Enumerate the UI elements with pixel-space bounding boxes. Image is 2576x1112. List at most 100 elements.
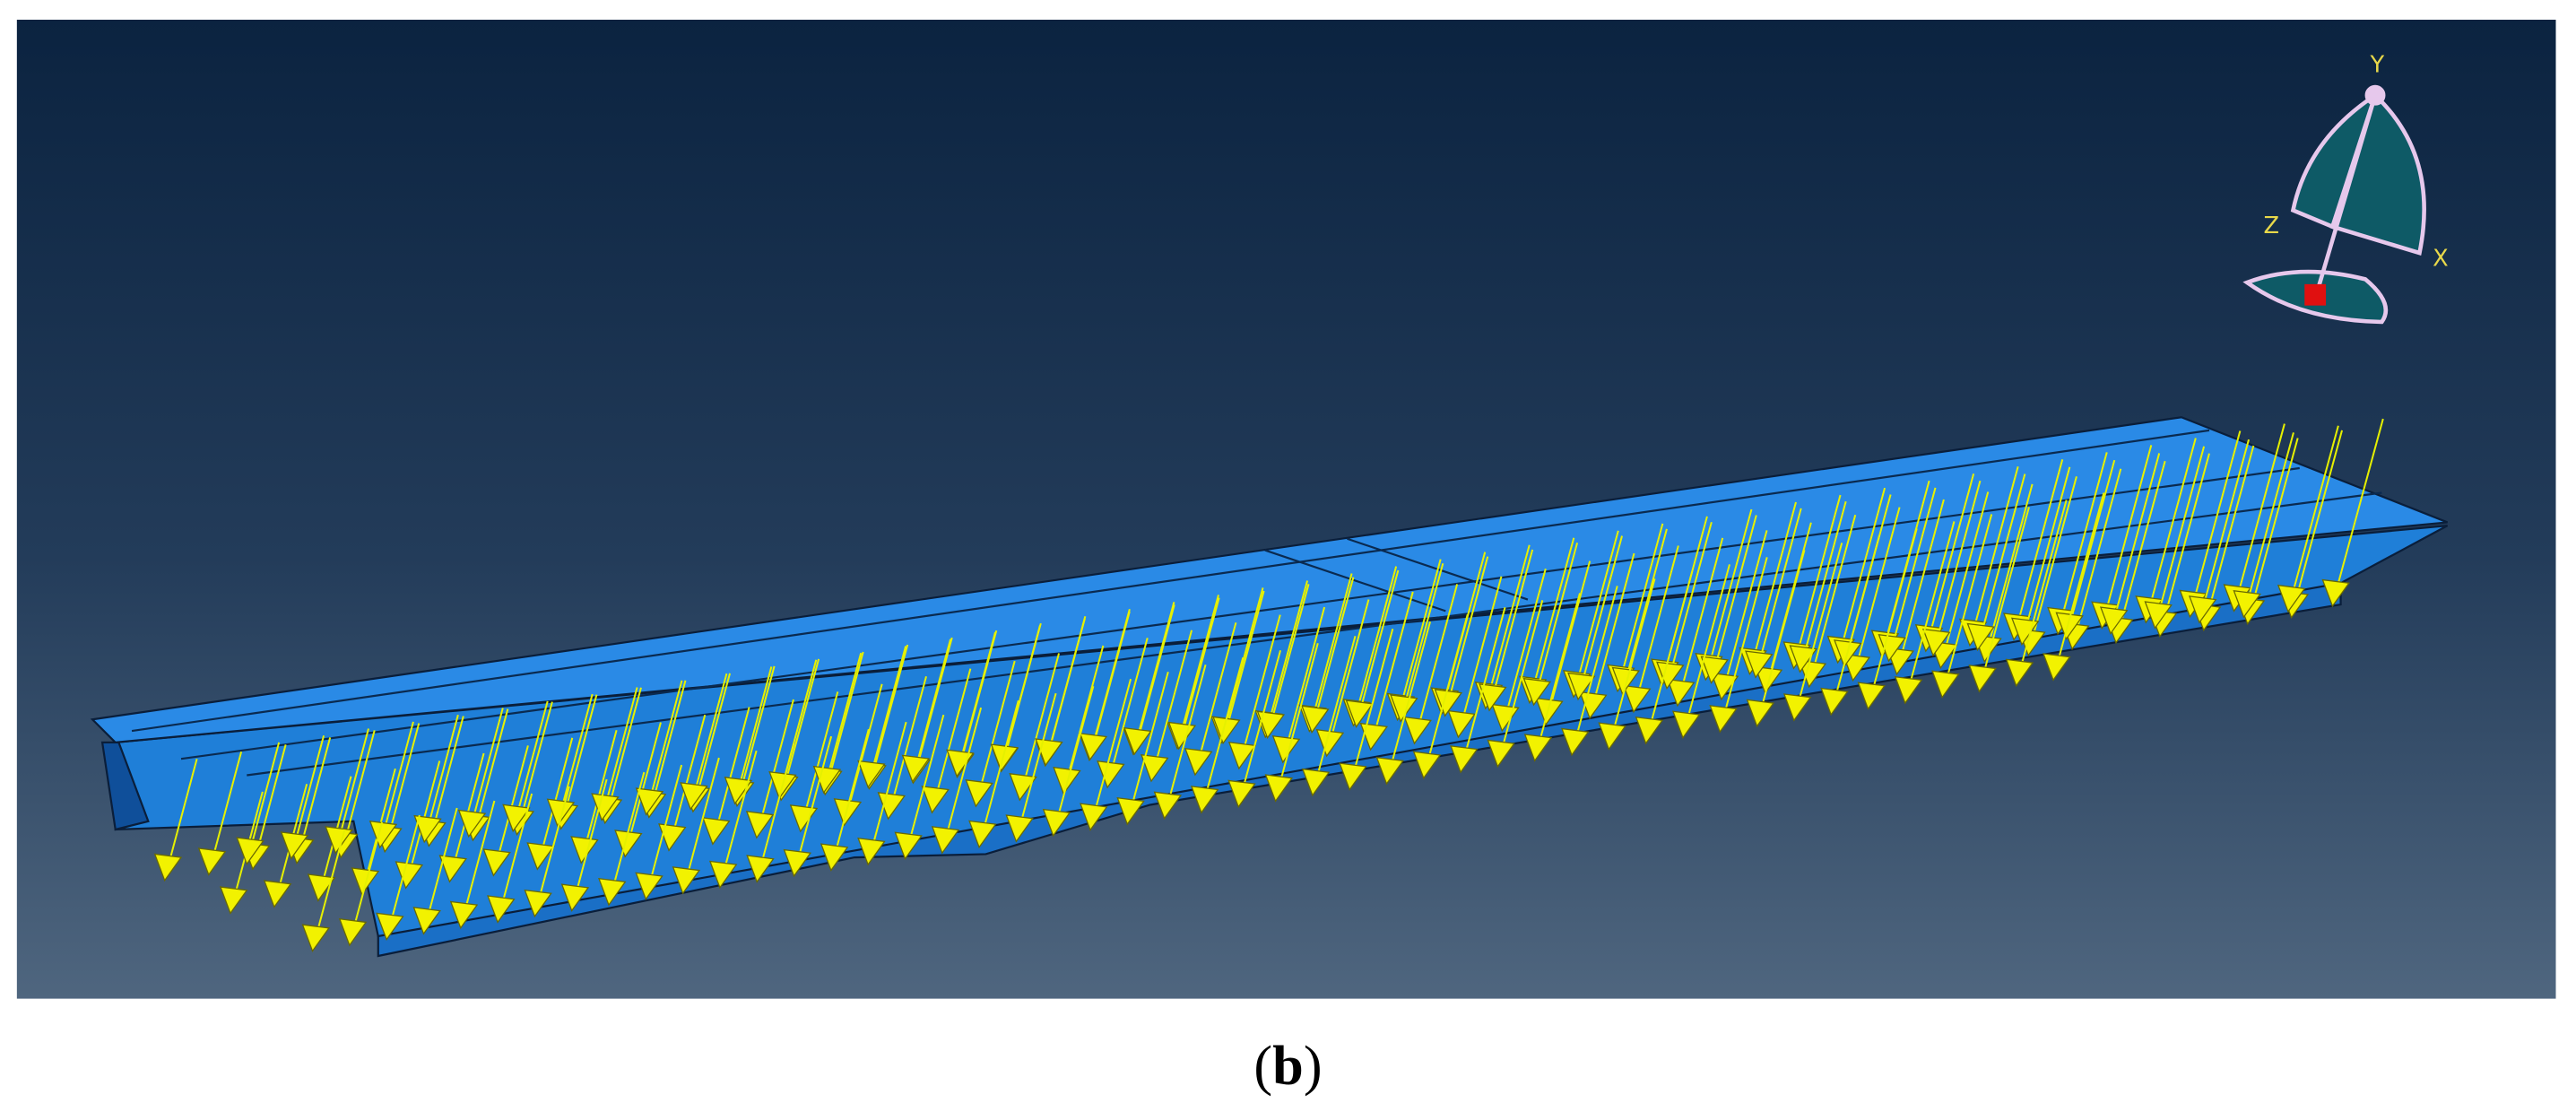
load-arrow-shaft — [1723, 557, 1768, 713]
load-arrow-head — [2277, 584, 2306, 613]
load-arrow-shaft — [1067, 645, 1105, 775]
load-arrow-shaft — [1725, 530, 1768, 681]
triad-plane — [2329, 91, 2426, 256]
load-arrow-head — [894, 831, 923, 860]
load-arrow-head — [351, 867, 380, 896]
load-arrow-shaft — [565, 694, 598, 810]
load-arrow-shaft — [1621, 523, 1664, 673]
load-arrow-head — [1116, 796, 1145, 826]
deck-rib — [180, 466, 2300, 760]
load-arrow-shaft — [561, 693, 594, 806]
load-arrow-shaft — [1315, 577, 1355, 713]
load-arrow-head — [1390, 694, 1418, 723]
load-arrow-shaft — [804, 691, 839, 812]
load-arrow-head — [153, 853, 183, 882]
load-arrow-shaft — [835, 728, 870, 851]
load-arrow-shaft — [760, 743, 795, 863]
load-arrow-head — [2144, 601, 2173, 630]
load-arrow-shaft — [1813, 514, 1857, 668]
load-arrow-shaft — [2292, 425, 2339, 593]
load-arrow-head — [1190, 786, 1219, 814]
load-arrow-shaft — [1575, 586, 1618, 736]
load-arrow-shaft — [501, 793, 533, 903]
load-arrow-shaft — [1533, 537, 1575, 683]
load-arrow-head — [1271, 734, 1301, 764]
load-arrow-shaft — [516, 700, 549, 812]
load-arrow-head — [783, 848, 811, 878]
load-arrow-head — [1141, 753, 1169, 783]
load-arrow-shaft — [2105, 445, 2153, 609]
load-arrow-head — [1123, 726, 1152, 756]
load-arrow-shaft — [872, 721, 907, 846]
load-arrow-head — [1227, 741, 1257, 770]
load-arrow-shaft — [1057, 685, 1095, 817]
load-arrow-head — [1450, 745, 1479, 774]
load-arrow-head — [1153, 791, 1183, 820]
load-arrow-head — [1931, 670, 1960, 699]
load-arrow-shaft — [2017, 459, 2064, 621]
load-arrow-shaft — [1493, 549, 1534, 691]
load-arrow-head — [1005, 814, 1034, 843]
load-arrow-head — [263, 880, 292, 908]
load-arrow-shaft — [1019, 692, 1057, 822]
load-arrow-shaft — [1360, 569, 1400, 708]
load-arrow-head — [1256, 710, 1286, 740]
load-arrow-head — [219, 886, 248, 915]
load-arrow-shaft — [960, 631, 996, 757]
load-arrow-head — [635, 872, 664, 900]
caption-paren: ( — [1253, 1036, 1272, 1097]
load-arrow-head — [280, 831, 309, 860]
load-arrow-head — [1656, 661, 1685, 690]
axis-label: Z — [2263, 213, 2279, 239]
load-arrow-head — [1479, 683, 1507, 712]
load-arrow-head — [931, 826, 960, 855]
load-arrow-head — [1567, 672, 1596, 701]
load-arrow-shaft — [1538, 542, 1579, 686]
load-arrow-head — [1598, 722, 1626, 751]
load-arrow-head — [901, 754, 931, 784]
load-arrow-shaft — [609, 687, 642, 804]
load-arrow-head — [1009, 773, 1037, 802]
load-arrow-head — [1745, 650, 1774, 679]
load-arrow-shaft — [1753, 501, 1797, 655]
load-arrow-head — [1359, 722, 1389, 751]
load-arrow-shaft — [872, 646, 907, 769]
load-arrow-shaft — [1313, 573, 1353, 712]
load-arrow-head — [1966, 622, 1995, 652]
load-arrow-head — [1535, 697, 1564, 726]
load-arrow-shaft — [344, 730, 376, 838]
load-arrow-shaft — [2061, 452, 2108, 615]
axis-label: X — [2433, 246, 2449, 273]
load-arrow-head — [745, 811, 775, 839]
load-arrow-shaft — [473, 708, 504, 818]
load-arrow-head — [1184, 747, 1213, 777]
load-arrow-shaft — [1909, 521, 1956, 684]
load-arrow-head — [833, 798, 863, 827]
load-arrow-head — [1447, 709, 1476, 739]
load-arrow-shaft — [872, 644, 909, 769]
load-arrow-head — [482, 848, 511, 877]
load-arrow-shaft — [716, 707, 750, 825]
deck-joint — [1264, 549, 1446, 612]
load-arrow-shaft — [390, 814, 421, 920]
triad-origin — [2304, 283, 2327, 306]
load-arrow-shaft — [2336, 418, 2384, 587]
load-arrow-shaft — [1279, 642, 1319, 782]
triad-plane — [2290, 90, 2380, 230]
load-arrow-shaft — [1243, 614, 1281, 750]
load-arrow-shaft — [1505, 568, 1547, 712]
load-arrow-shaft — [828, 651, 864, 776]
load-arrow-head — [1264, 774, 1294, 803]
load-arrow-head — [672, 866, 701, 895]
load-arrow-shaft — [2158, 446, 2206, 609]
load-arrow-head — [1301, 768, 1331, 797]
load-arrow-head — [635, 787, 664, 816]
load-arrow-shaft — [1111, 638, 1149, 769]
load-arrow-shaft — [760, 699, 794, 819]
load-arrow-shaft — [410, 760, 441, 869]
load-arrow-shaft — [1183, 597, 1220, 730]
load-arrow-shaft — [612, 771, 646, 886]
load-arrow-shaft — [2207, 445, 2255, 612]
load-arrow-head — [301, 924, 330, 952]
